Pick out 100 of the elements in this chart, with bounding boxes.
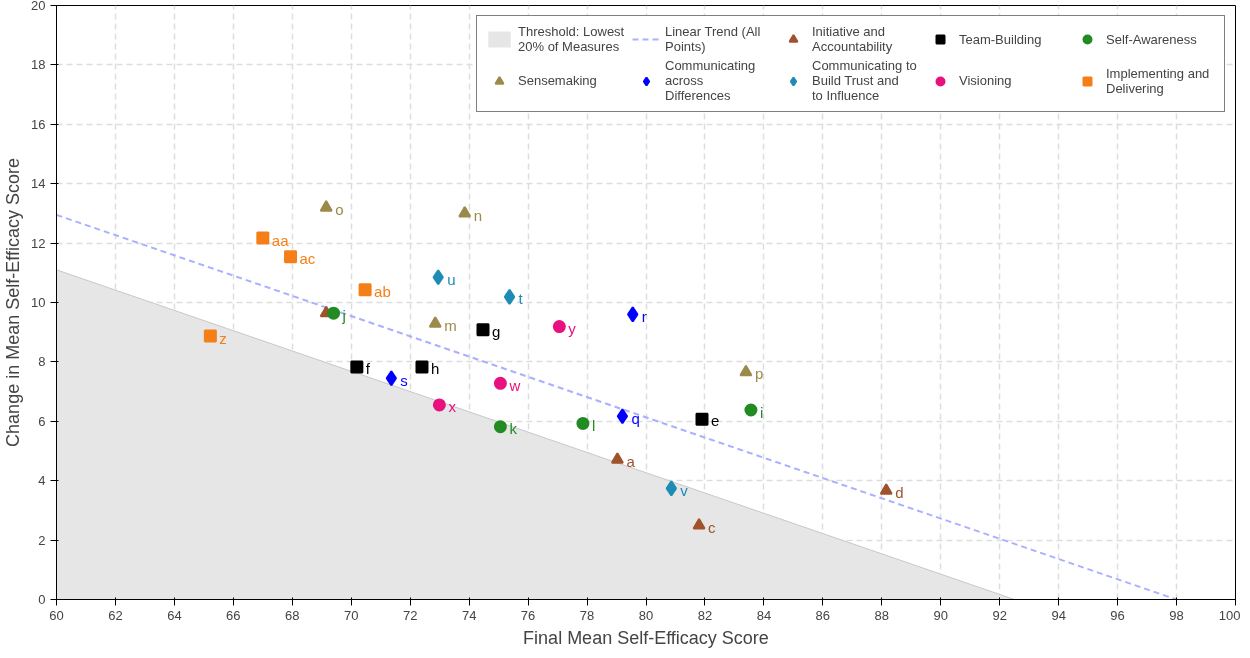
legend-label: Linear Trend (All Points) [665, 24, 762, 54]
point [319, 200, 333, 212]
point [415, 360, 429, 374]
legend-label: Implementing and Delivering [1106, 65, 1211, 96]
y-tick-label: 0 [38, 592, 46, 607]
legend-label: Threshold: Lowest 20% of Measures [518, 24, 626, 54]
point [493, 420, 507, 434]
legend-label: Self-Awareness [1106, 31, 1198, 47]
point [552, 320, 566, 334]
y-axis-title: Change in Mean Self-Efficacy Score [3, 158, 24, 447]
y-tick-label: 20 [31, 0, 46, 13]
point [744, 403, 758, 417]
point [503, 288, 516, 305]
data-label: e [711, 412, 720, 430]
data-label: x [448, 398, 457, 416]
x-tick-label: 72 [402, 607, 418, 623]
data-label: o [335, 200, 344, 218]
y-tick-label: 14 [31, 176, 46, 192]
data-label: h [430, 360, 440, 378]
x-tick-label: 74 [461, 607, 477, 623]
data-label: m [444, 317, 457, 335]
point [432, 269, 444, 286]
y-tick-label: 6 [38, 413, 46, 429]
legend-label: Sensemaking [518, 73, 598, 88]
data-label: u [447, 270, 456, 288]
data-label: z [219, 329, 227, 347]
y-tick-label: 10 [31, 295, 46, 310]
x-tick-label: 64 [167, 607, 182, 623]
x-tick-label: 78 [579, 607, 595, 623]
point [358, 283, 372, 297]
point [350, 360, 364, 374]
data-label: d [895, 484, 904, 501]
point [256, 231, 270, 245]
data-label: k [509, 420, 518, 438]
data-label: n [473, 206, 483, 224]
point [385, 370, 397, 387]
point [627, 306, 639, 323]
y-tick-label: 16 [31, 116, 46, 132]
data-label: s [400, 371, 408, 389]
point [432, 398, 446, 412]
data-label: aa [271, 231, 290, 249]
x-tick-label: 86 [815, 607, 831, 623]
point [610, 452, 624, 464]
data-label: c [708, 518, 717, 536]
legend-label: Communicating across Differences [665, 58, 757, 103]
data-label: a [626, 453, 636, 471]
point [203, 329, 217, 343]
x-tick-label: 94 [1051, 607, 1066, 623]
data-label: ac [299, 250, 316, 268]
x-tick-label: 100 [1218, 607, 1241, 623]
data-label: q [631, 409, 640, 427]
data-label: y [568, 320, 577, 338]
y-tick-label: 8 [38, 354, 46, 370]
y-tick-label: 12 [31, 235, 46, 251]
x-tick-label: 70 [344, 607, 359, 623]
point [879, 483, 893, 495]
point [695, 412, 709, 426]
data-label: i [759, 403, 764, 421]
x-tick-label: 90 [933, 607, 948, 623]
point [576, 416, 590, 430]
data-label: v [680, 481, 689, 499]
x-tick-label: 96 [1110, 607, 1125, 623]
data-label: w [508, 376, 521, 394]
data-label: g [492, 323, 501, 341]
data-label: t [518, 290, 524, 308]
point [692, 517, 706, 530]
point [428, 316, 442, 328]
y-tick-label: 18 [31, 57, 46, 73]
legend-label: Visioning [959, 73, 1013, 88]
point [616, 408, 629, 425]
x-tick-label: 84 [756, 607, 772, 623]
x-tick-label: 68 [285, 607, 300, 623]
data-label: ab [374, 283, 391, 301]
data-label: f [365, 360, 371, 378]
x-tick-label: 66 [226, 607, 241, 623]
data-label: j [341, 306, 346, 324]
data-label: l [591, 416, 596, 434]
legend-label: Team-Building [959, 31, 1043, 47]
data-label: r [641, 307, 647, 325]
x-axis-title: Final Mean Self-Efficacy Score [523, 627, 769, 648]
x-tick-label: 82 [697, 607, 713, 623]
x-tick-label: 76 [520, 607, 536, 623]
legend-label: Communicating to Build Trust and to Influence [812, 58, 918, 103]
point [327, 306, 341, 320]
data-label: p [754, 365, 764, 383]
point [284, 250, 298, 264]
point [665, 480, 678, 497]
legend-label: Initiative and Accountability [812, 24, 894, 54]
x-tick-label: 60 [49, 607, 64, 623]
point [458, 206, 472, 218]
x-tick-label: 80 [638, 607, 654, 623]
x-tick-label: 62 [108, 607, 123, 623]
x-tick-label: 98 [1169, 607, 1184, 623]
point [493, 376, 507, 390]
y-tick-label: 4 [38, 473, 46, 489]
x-tick-label: 88 [874, 607, 890, 623]
x-tick-label: 92 [992, 607, 1007, 623]
y-tick-label: 2 [38, 532, 46, 548]
point [739, 364, 753, 377]
point [476, 323, 490, 337]
